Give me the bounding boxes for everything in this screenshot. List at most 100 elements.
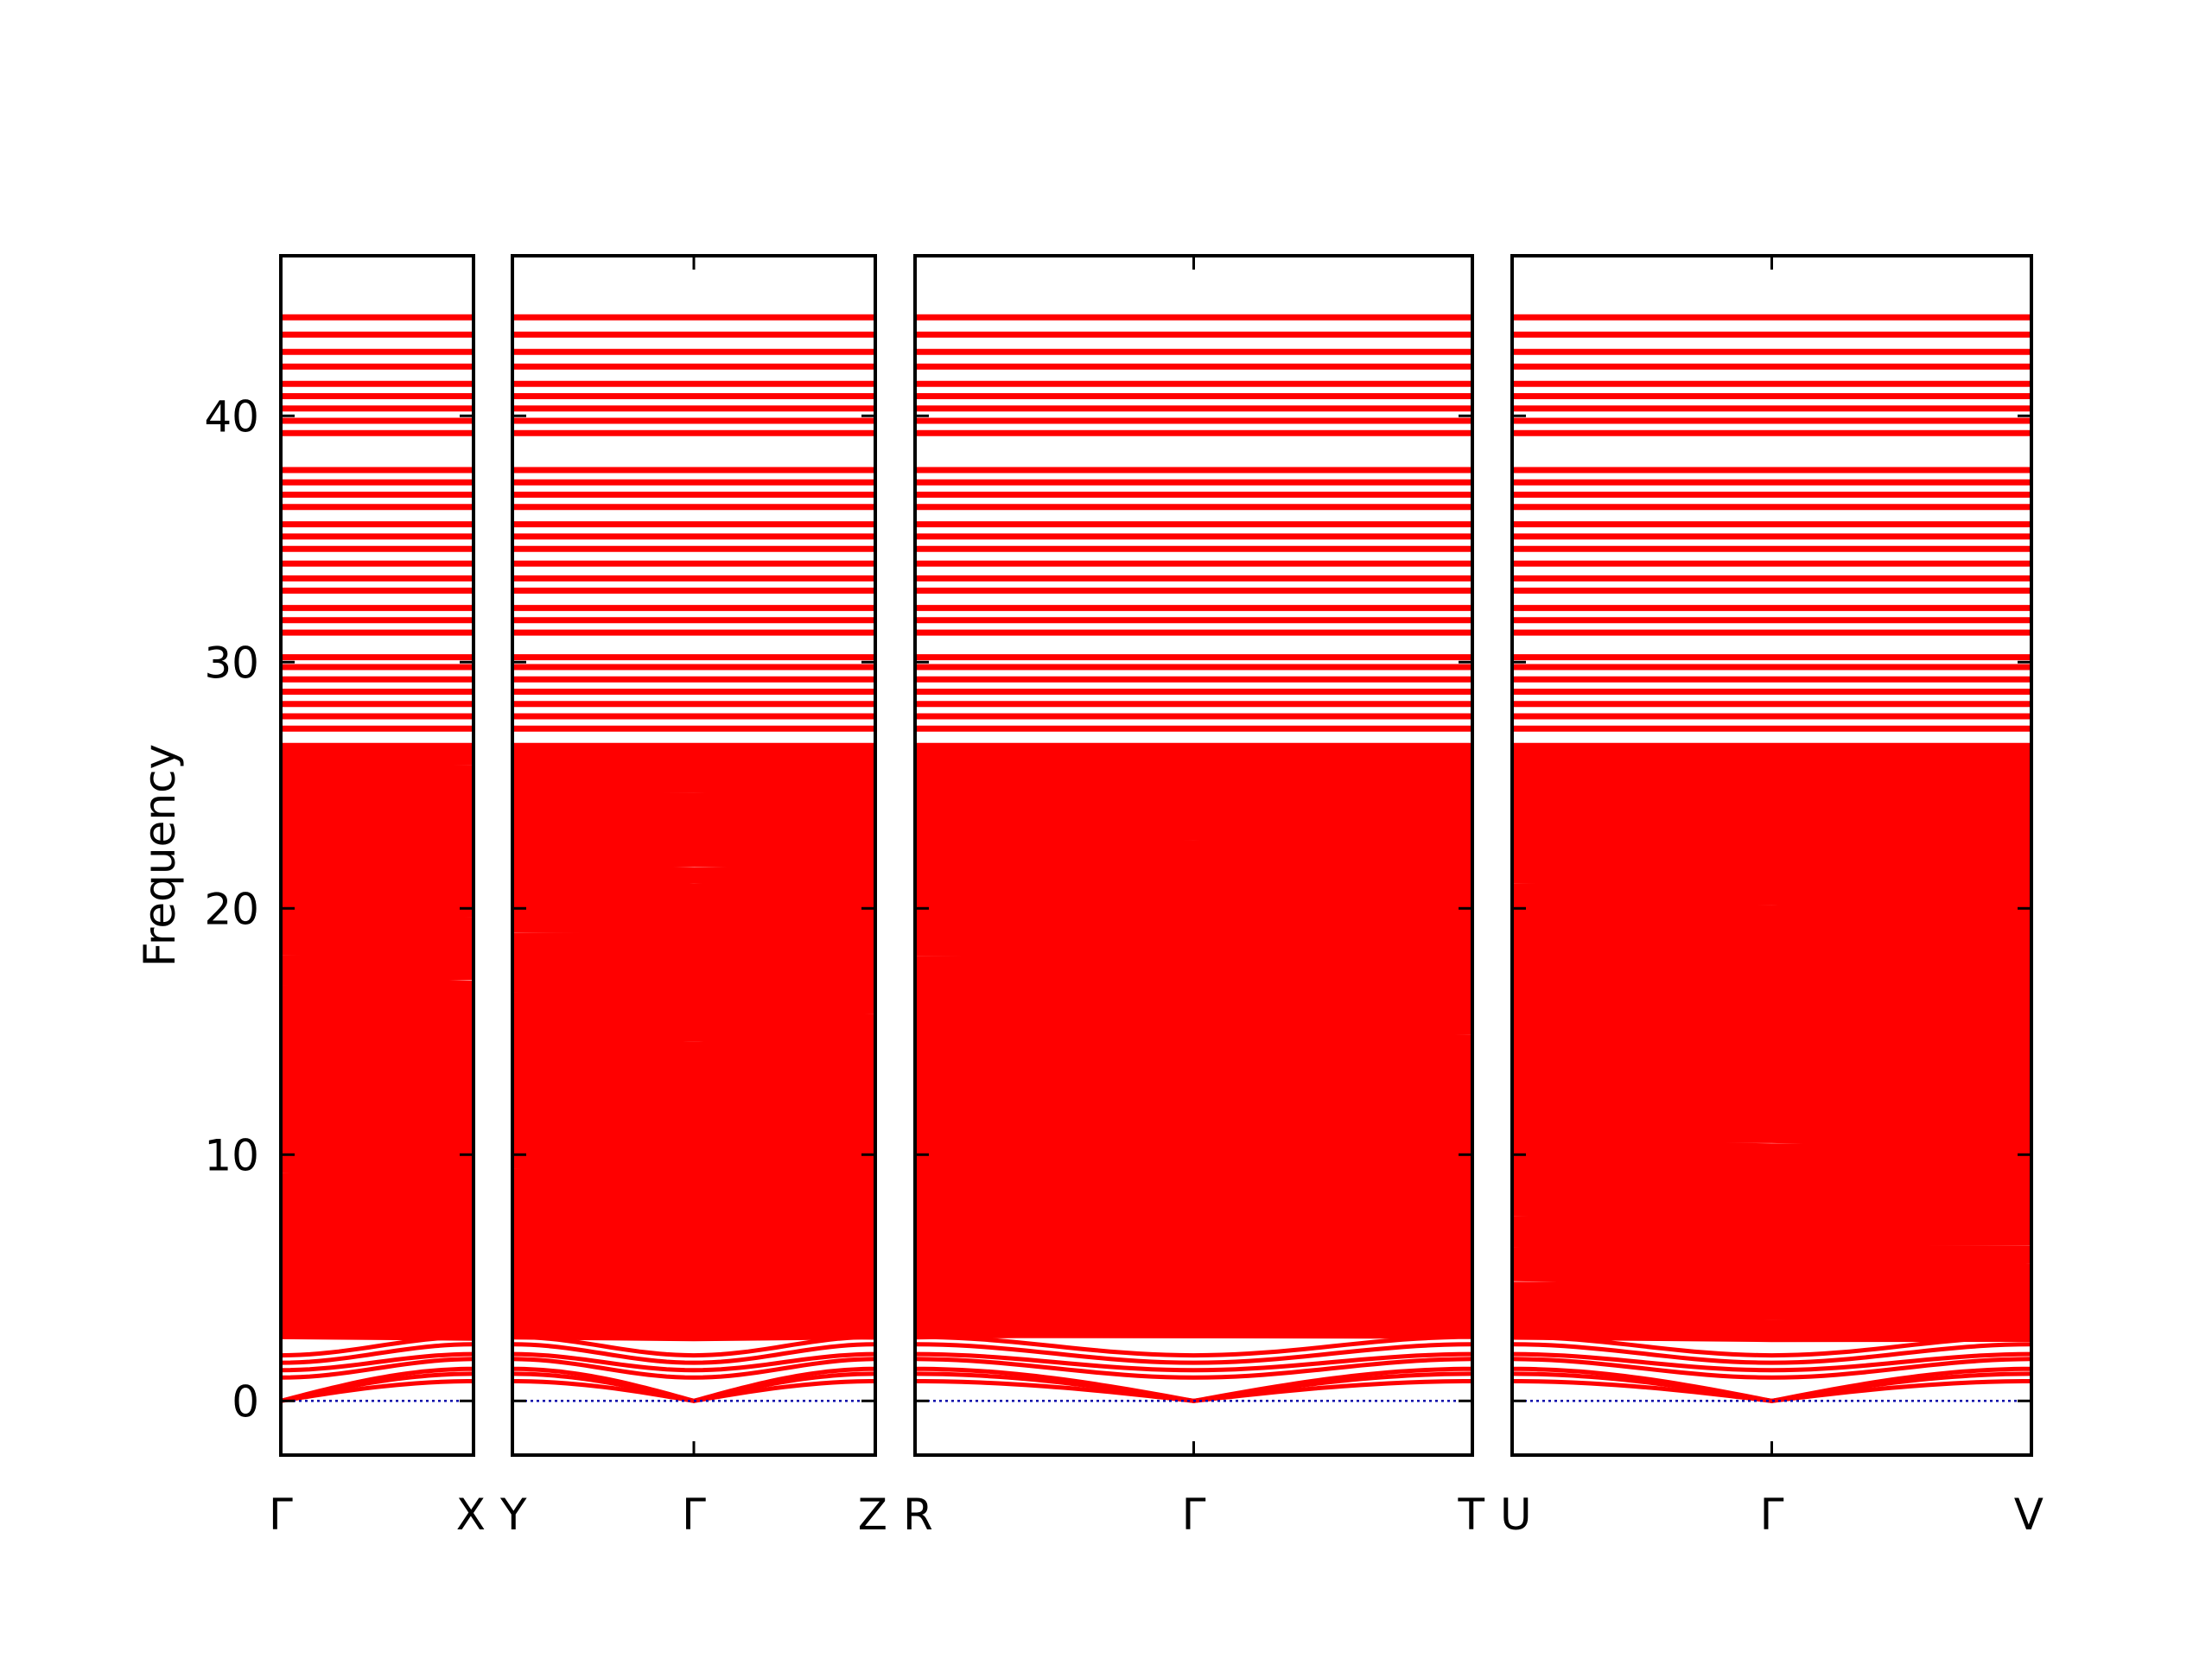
x-tick-label: Γ <box>1760 1490 1784 1540</box>
band-line <box>1511 747 2032 755</box>
x-tick-label: X <box>456 1490 486 1540</box>
band-line <box>280 1103 474 1110</box>
acoustic-band <box>1511 1366 2032 1403</box>
band-line <box>280 823 474 831</box>
band-line <box>280 1019 474 1027</box>
y-tick-label: 40 <box>204 391 259 442</box>
band-line <box>280 795 474 804</box>
band-line <box>914 1122 1473 1132</box>
x-tick-label: Γ <box>1182 1490 1206 1540</box>
x-tick-label: R <box>903 1490 933 1540</box>
band-line <box>512 1050 876 1058</box>
optical-band <box>280 1334 474 1358</box>
band-line <box>1511 1140 2032 1150</box>
band-line <box>512 943 876 950</box>
band-line <box>914 1051 1473 1059</box>
band-line <box>512 1126 876 1134</box>
band-line <box>512 869 876 878</box>
band-line <box>280 746 474 755</box>
optical-band <box>280 1351 474 1373</box>
band-line <box>1511 974 2032 982</box>
optical-band <box>280 1342 474 1365</box>
y-tick-label: 0 <box>232 1376 259 1427</box>
band-line <box>914 1243 1473 1254</box>
band-line <box>1511 1268 2032 1276</box>
band-line <box>512 890 876 898</box>
band-line <box>280 1158 474 1166</box>
optical-band <box>512 1357 876 1380</box>
band-line <box>512 894 876 903</box>
band-line <box>280 880 474 887</box>
band-line <box>512 1272 876 1281</box>
band-line <box>512 1256 876 1265</box>
band-line <box>1511 1316 2032 1326</box>
band-line <box>280 1224 474 1233</box>
band-line <box>914 1236 1472 1244</box>
band-line <box>280 949 474 957</box>
optical-band <box>1511 1351 2032 1373</box>
band-line <box>280 1205 474 1213</box>
band-line <box>914 1164 1473 1175</box>
band-line <box>512 1109 876 1118</box>
optical-band <box>1511 1357 2032 1380</box>
band-line <box>280 1217 474 1224</box>
band-line <box>280 1094 474 1103</box>
acoustic-band <box>1512 1379 2031 1403</box>
y-tick-label: 20 <box>204 884 259 934</box>
band-line <box>914 874 1473 882</box>
x-tick-label: V <box>2014 1490 2044 1540</box>
x-tick-label: Γ <box>682 1490 706 1540</box>
band-line <box>280 1043 474 1052</box>
acoustic-band <box>280 1366 474 1403</box>
band-line <box>1511 859 2032 869</box>
band-line <box>280 1259 474 1267</box>
band-line <box>914 786 1473 793</box>
band-line <box>914 949 1473 957</box>
band-line <box>512 865 876 874</box>
x-tick-label: T <box>1457 1490 1484 1540</box>
band-line <box>914 906 1473 917</box>
band-line <box>1511 1095 2032 1104</box>
optical-band <box>280 1357 474 1380</box>
band-line <box>512 1030 876 1038</box>
band-line <box>512 1295 876 1303</box>
band-line <box>1511 963 2032 973</box>
band-line <box>1511 1300 2032 1308</box>
y-tick-label: 10 <box>204 1130 259 1180</box>
x-tick-label: Γ <box>269 1490 293 1540</box>
band-line <box>512 1154 876 1164</box>
optical-band <box>1511 1342 2032 1365</box>
band-line <box>512 925 876 935</box>
band-line <box>280 1031 474 1039</box>
band-line <box>914 832 1473 842</box>
band-line <box>280 907 474 915</box>
band-line <box>1511 871 2032 880</box>
optical-band <box>512 1351 876 1373</box>
band-line <box>512 1267 876 1276</box>
acoustic-band <box>915 1379 1472 1403</box>
band-line <box>914 1224 1473 1232</box>
band-line <box>1511 937 2032 945</box>
optical-band <box>914 1342 1473 1365</box>
band-line <box>512 849 876 858</box>
band-line <box>512 1281 875 1288</box>
y-axis-label: Frequency <box>135 744 185 967</box>
band-line <box>512 954 876 964</box>
y-tick-label: 30 <box>204 638 259 688</box>
band-line <box>280 1241 474 1249</box>
band-line <box>1511 1197 2032 1205</box>
band-line <box>512 950 876 960</box>
x-tick-label: U <box>1500 1490 1532 1540</box>
band-line <box>914 984 1473 993</box>
band-line <box>914 961 1473 970</box>
band-line <box>280 1170 474 1179</box>
band-line <box>512 963 876 971</box>
band-line <box>512 969 876 976</box>
band-line <box>1511 1118 2032 1127</box>
